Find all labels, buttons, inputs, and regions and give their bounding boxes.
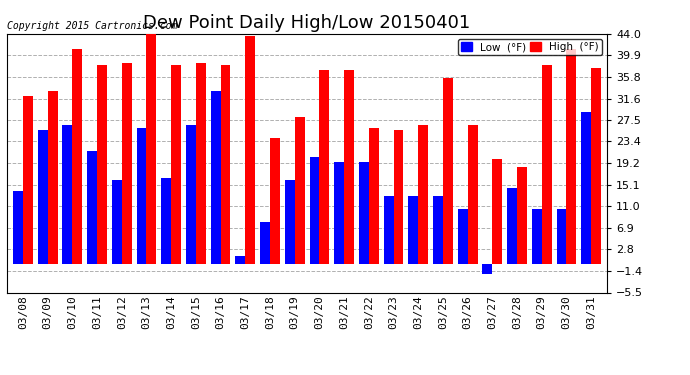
Bar (48, 91, 57, 264)
Bar (210, 91, 221, 264)
Bar (63, 125, 72, 264)
Bar (137, 128, 146, 264)
Bar (23, 96, 33, 264)
Bar (493, 159, 502, 264)
Bar (542, 65, 551, 264)
Bar (319, 70, 329, 264)
Bar (245, 36, 255, 264)
Legend: Low  (°F), High  (°F): Low (°F), High (°F) (458, 39, 602, 55)
Bar (97, 65, 107, 264)
Title: Dew Point Daily High/Low 20150401: Dew Point Daily High/Low 20150401 (144, 14, 471, 32)
Text: Copyright 2015 Cartronics.com: Copyright 2015 Cartronics.com (7, 21, 177, 31)
Bar (369, 128, 379, 264)
Bar (38, 130, 48, 264)
Bar (87, 152, 97, 264)
Bar (196, 63, 206, 264)
Bar (433, 196, 443, 264)
Bar (146, 34, 157, 264)
Bar (221, 65, 230, 264)
Bar (557, 209, 566, 264)
Bar (72, 50, 82, 264)
Bar (270, 138, 280, 264)
Bar (334, 162, 344, 264)
Bar (418, 125, 428, 264)
Bar (310, 157, 319, 264)
Bar (408, 196, 418, 264)
Bar (112, 180, 121, 264)
Bar (566, 50, 576, 264)
Bar (482, 264, 493, 274)
Bar (13, 190, 23, 264)
Bar (591, 68, 601, 264)
Bar (532, 209, 542, 264)
Bar (517, 167, 527, 264)
Bar (235, 256, 245, 264)
Bar (285, 180, 295, 264)
Bar (468, 125, 477, 264)
Bar (260, 222, 270, 264)
Bar (581, 112, 591, 264)
Bar (295, 117, 304, 264)
Bar (121, 63, 132, 264)
Bar (344, 70, 354, 264)
Bar (393, 130, 404, 264)
Bar (457, 209, 468, 264)
Bar (507, 188, 517, 264)
Bar (186, 125, 196, 264)
Bar (171, 65, 181, 264)
Bar (161, 177, 171, 264)
Bar (384, 196, 393, 264)
Bar (359, 162, 369, 264)
Bar (443, 78, 453, 264)
